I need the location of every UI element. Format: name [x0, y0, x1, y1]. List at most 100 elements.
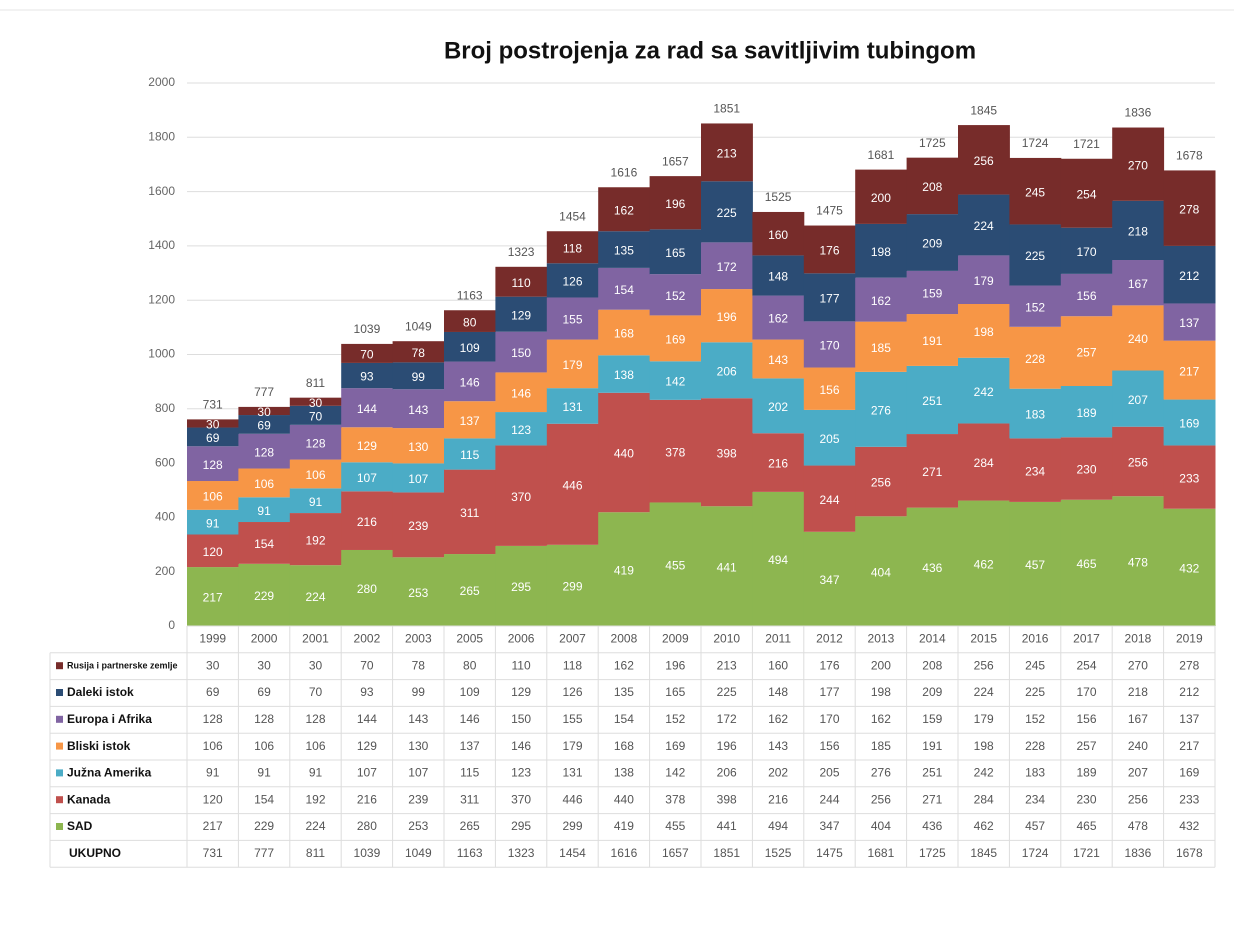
bar-segment [444, 361, 496, 402]
bar-segment [598, 309, 651, 356]
table-cell: 1049 [405, 846, 432, 860]
bar-segment [187, 419, 239, 428]
table-cell: 224 [974, 685, 994, 699]
x-tick-label: 2001 [302, 632, 329, 646]
bar-segment [495, 266, 548, 297]
table-cell: 179 [562, 739, 582, 753]
bar-segment [958, 125, 1010, 195]
table-cell: 143 [768, 739, 788, 753]
bar-segment [958, 357, 1010, 424]
segment-label: 311 [460, 506, 479, 520]
segment-label: 185 [871, 341, 891, 355]
segment-label: 196 [717, 310, 737, 324]
table-cell: 242 [974, 766, 994, 780]
segment-label: 256 [974, 154, 994, 168]
bar-segment [289, 459, 342, 489]
segment-label: 70 [360, 348, 374, 362]
table-cell: 440 [614, 792, 634, 806]
segment-label: 198 [871, 245, 891, 259]
bar-segment [1163, 170, 1216, 246]
table-cell: 91 [206, 766, 220, 780]
table-cell: 811 [306, 846, 325, 860]
bar-segment [341, 388, 394, 428]
table-cell: 80 [463, 658, 477, 672]
total-label: 1681 [868, 148, 895, 162]
table-cell: 106 [254, 739, 274, 753]
segment-label: 196 [665, 197, 685, 211]
legend-label: Daleki istok [67, 685, 134, 699]
table-cell: 142 [665, 766, 685, 780]
table-cell: 191 [922, 739, 942, 753]
table-cell: 239 [408, 792, 428, 806]
table-cell: 176 [819, 658, 839, 672]
table-cell: 1721 [1073, 846, 1100, 860]
y-tick-label: 0 [168, 618, 175, 632]
segment-label: 230 [1076, 463, 1096, 477]
table-cell: 106 [203, 739, 223, 753]
bar-segment [1163, 508, 1216, 626]
total-label: 1725 [919, 136, 946, 150]
bar-segment [701, 342, 753, 399]
table-cell: 1657 [662, 846, 689, 860]
segment-label: 91 [257, 504, 271, 518]
segment-label: 128 [254, 445, 274, 459]
segment-label: 179 [562, 358, 582, 372]
table-cell: 278 [1179, 658, 1199, 672]
table-cell: 168 [614, 739, 634, 753]
bar-segment [546, 263, 599, 298]
bar-segment [803, 531, 856, 626]
table-cell: 179 [974, 712, 994, 726]
bar-segment [752, 211, 805, 256]
segment-label: 404 [871, 565, 891, 579]
bar-segment [341, 549, 394, 626]
table-cell: 299 [562, 819, 582, 833]
bar-segment [906, 507, 959, 626]
legend-swatch [56, 689, 63, 696]
segment-label: 30 [206, 418, 220, 432]
bar-segment [752, 378, 805, 434]
table-cell: 198 [871, 685, 891, 699]
table-cell: 311 [460, 792, 479, 806]
total-label: 1163 [457, 288, 483, 302]
segment-label: 256 [1128, 456, 1148, 470]
segment-label: 253 [408, 586, 428, 600]
segment-label: 213 [717, 147, 737, 161]
segment-label: 299 [562, 580, 582, 594]
bar-segment [289, 405, 342, 425]
bar-segment [598, 267, 651, 310]
segment-label: 347 [819, 573, 839, 587]
segment-label: 225 [1025, 249, 1045, 263]
segment-label: 120 [203, 545, 223, 559]
bar-segment [444, 401, 496, 439]
table-cell: 1163 [457, 846, 483, 860]
segment-label: 91 [206, 516, 220, 530]
bar-segment [958, 255, 1010, 305]
table-cell: 162 [768, 712, 788, 726]
total-label: 731 [203, 398, 223, 412]
table-cell: 137 [460, 739, 480, 753]
table-cell: 216 [357, 792, 377, 806]
table-cell: 196 [717, 739, 737, 753]
legend-swatch [56, 769, 63, 777]
table-cell: 106 [305, 739, 325, 753]
total-label: 1454 [559, 209, 586, 223]
table-cell: 1454 [559, 846, 586, 860]
table-cell: 93 [360, 685, 374, 699]
segment-label: 148 [768, 270, 788, 284]
x-tick-label: 2018 [1125, 632, 1152, 646]
table-cell: 205 [819, 766, 839, 780]
segment-label: 129 [511, 308, 531, 322]
bar-segment [855, 223, 908, 278]
table-cell: 165 [665, 685, 685, 699]
table-cell: 196 [665, 658, 685, 672]
bar-segment [546, 297, 599, 340]
bar-segment [444, 438, 496, 470]
table-cell: 120 [203, 792, 223, 806]
segment-label: 129 [357, 439, 377, 453]
bar-segment [701, 289, 753, 343]
table-cell: 270 [1128, 658, 1148, 672]
table-cell: 213 [717, 658, 737, 672]
segment-label: 228 [1025, 352, 1045, 366]
bar-segment [1112, 200, 1165, 261]
segment-label: 254 [1076, 187, 1096, 201]
